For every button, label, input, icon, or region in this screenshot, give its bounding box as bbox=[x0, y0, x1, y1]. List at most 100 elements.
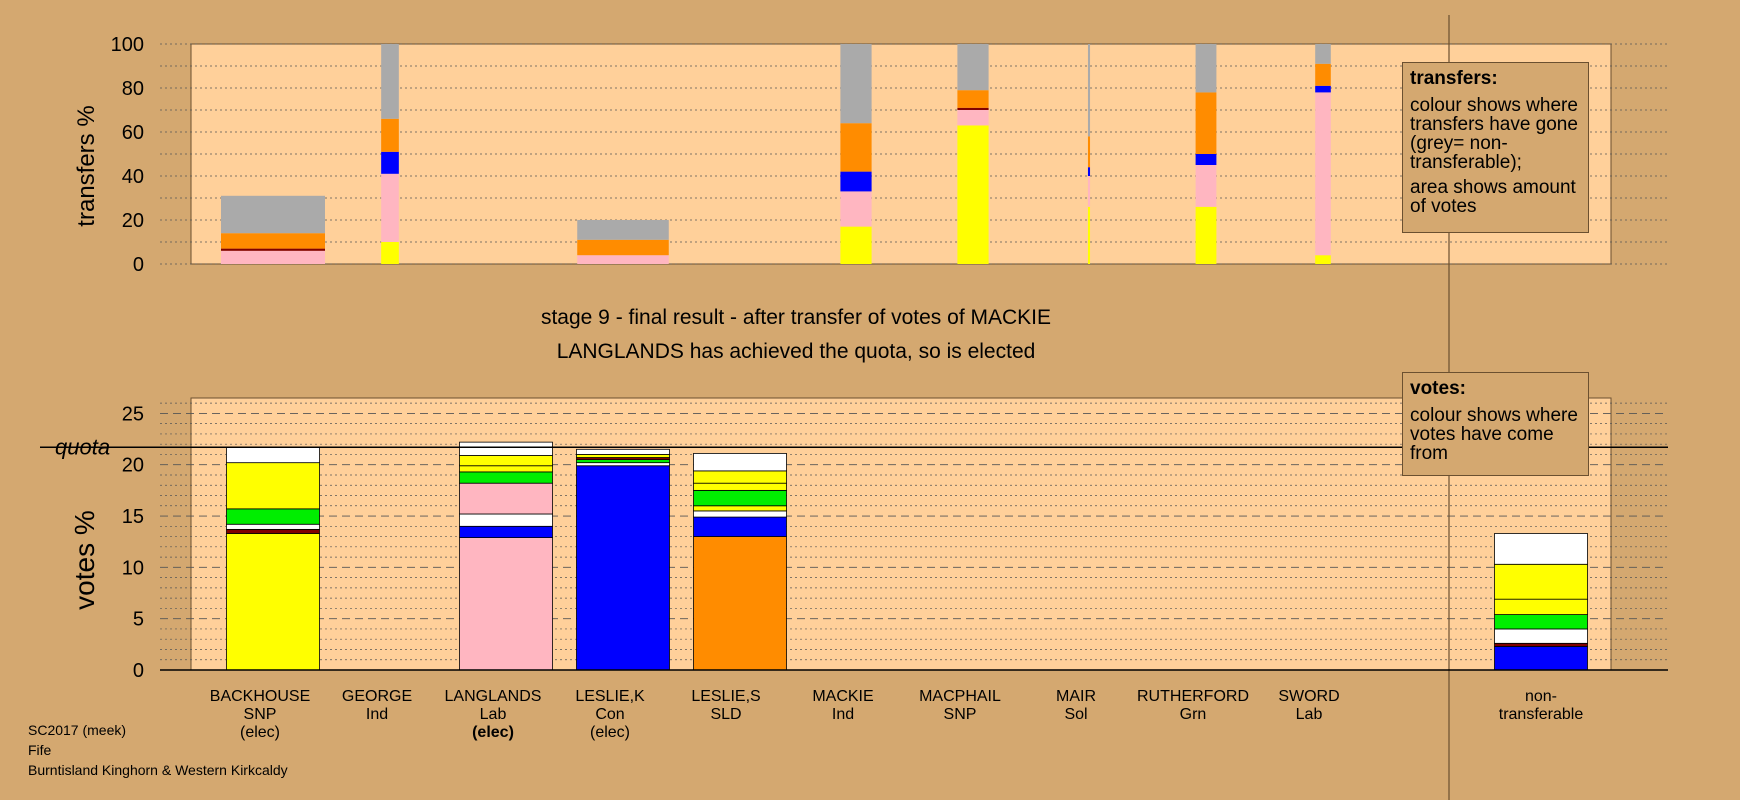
candidate-party: SNP bbox=[943, 706, 977, 723]
top-y-tick-label: 60 bbox=[122, 122, 144, 144]
candidate-party: Con bbox=[595, 706, 625, 723]
vote-segment bbox=[576, 465, 670, 671]
transfer-segment bbox=[221, 248, 325, 251]
transfer-segment bbox=[1195, 154, 1217, 165]
transfer-segment bbox=[1195, 44, 1217, 93]
candidate-label-non-transferable: non- transferable bbox=[1471, 688, 1611, 724]
transfer-segment bbox=[577, 220, 669, 240]
transfer-segment bbox=[577, 239, 669, 256]
candidate-name: MAIR bbox=[1056, 688, 1096, 705]
candidate-party: Lab bbox=[1295, 706, 1323, 723]
vote-segment bbox=[459, 537, 553, 671]
transfer-segment bbox=[957, 90, 989, 108]
transfer-segment bbox=[221, 250, 325, 264]
vote-segment bbox=[693, 482, 787, 491]
vote-segment bbox=[576, 448, 670, 455]
vote-segment bbox=[1494, 614, 1588, 630]
transfer-segment bbox=[1315, 85, 1331, 93]
candidate-name: RUTHERFORD bbox=[1137, 688, 1249, 705]
transfer-segment bbox=[957, 110, 989, 126]
vote-segment bbox=[576, 454, 670, 458]
top-y-tick-label: 100 bbox=[111, 34, 144, 56]
transfer-segment bbox=[1195, 165, 1217, 207]
top-y-axis-label: transfers % bbox=[73, 105, 100, 226]
candidate-party: SNP bbox=[243, 706, 277, 723]
bottom-plot-area bbox=[190, 397, 1612, 671]
candidate-status: (elec) bbox=[239, 724, 280, 741]
vote-segment bbox=[576, 459, 670, 464]
transfer-segment bbox=[221, 195, 325, 234]
top-y-tick-label: 80 bbox=[122, 78, 144, 100]
transfer-segment bbox=[381, 151, 399, 174]
candidate-label-mackie: MACKIE Ind bbox=[773, 688, 913, 724]
vote-segment bbox=[693, 470, 787, 484]
vote-segment bbox=[459, 482, 553, 515]
vote-segment bbox=[459, 525, 553, 538]
votes-legend-line-1: colour shows where votes have come from bbox=[1410, 405, 1578, 464]
transfer-segment bbox=[840, 226, 872, 264]
vote-segment bbox=[226, 462, 320, 510]
headline-result: LANGLANDS has achieved the quota, so is … bbox=[556, 340, 1036, 363]
top-y-ticks: 0 20 40 60 80 100 bbox=[111, 34, 144, 276]
transfer-segment bbox=[381, 173, 399, 242]
candidate-party: Grn bbox=[1179, 706, 1207, 723]
candidate-name: BACKHOUSE bbox=[209, 688, 311, 705]
vote-segment bbox=[1494, 533, 1588, 565]
vote-segment bbox=[693, 510, 787, 518]
candidate-party: SLD bbox=[710, 706, 742, 723]
transfers-legend-line-2: area shows amount of votes bbox=[1410, 177, 1576, 217]
candidate-party: Ind bbox=[365, 706, 389, 723]
candidate-label-rutherford: RUTHERFORD Grn bbox=[1123, 688, 1263, 724]
vote-segment bbox=[693, 453, 787, 472]
transfer-bars bbox=[221, 44, 1331, 265]
votes-legend: votes: colour shows where votes have com… bbox=[1402, 372, 1589, 476]
transfer-segment bbox=[957, 107, 989, 110]
bottom-y-tick-label: 0 bbox=[133, 660, 144, 682]
candidate-name: GEORGE bbox=[341, 688, 413, 705]
vote-segment bbox=[226, 528, 320, 534]
candidate-label-macphail: MACPHAIL SNP bbox=[890, 688, 1030, 724]
transfer-segment bbox=[1315, 92, 1331, 256]
transfer-segment bbox=[1315, 63, 1331, 86]
candidate-status: (elec) bbox=[472, 724, 514, 741]
candidate-status: (elec) bbox=[589, 724, 630, 741]
nontransferable-line-1: non- bbox=[1524, 688, 1558, 705]
vote-bars bbox=[226, 441, 1588, 671]
transfers-legend: transfers: colour shows where transfers … bbox=[1402, 62, 1589, 233]
candidate-party: Lab bbox=[479, 706, 507, 723]
candidate-name: LANGLANDS bbox=[444, 688, 542, 705]
top-y-tick-label: 20 bbox=[122, 210, 144, 232]
quota-label: quota bbox=[55, 434, 110, 459]
transfer-segment bbox=[381, 118, 399, 152]
vote-segment bbox=[1494, 563, 1588, 600]
transfers-legend-line-1: colour shows where transfers have gone (… bbox=[1410, 95, 1578, 173]
transfer-segment bbox=[840, 191, 872, 227]
vote-segment bbox=[693, 505, 787, 512]
candidate-party: Sol bbox=[1064, 706, 1088, 723]
vote-segment bbox=[459, 441, 553, 456]
bottom-y-tick-label: 25 bbox=[122, 403, 144, 425]
transfer-segment bbox=[1195, 92, 1217, 154]
bottom-y-tick-label: 20 bbox=[122, 455, 144, 477]
vote-segment bbox=[226, 533, 320, 671]
footer-council: Fife bbox=[28, 742, 52, 758]
candidate-name: LESLIE,K bbox=[575, 688, 645, 705]
vote-segment bbox=[459, 513, 553, 527]
vote-segment bbox=[693, 489, 787, 507]
candidate-name: MACPHAIL bbox=[919, 688, 1001, 705]
candidate-label-sword: SWORD Lab bbox=[1239, 688, 1379, 724]
transfer-segment bbox=[1315, 44, 1331, 64]
vote-segment bbox=[1494, 642, 1588, 647]
votes-legend-title: votes: bbox=[1410, 378, 1466, 399]
transfer-segment bbox=[1087, 176, 1091, 207]
top-y-tick-label: 40 bbox=[122, 166, 144, 188]
bottom-y-tick-label: 5 bbox=[133, 609, 144, 631]
transfer-segment bbox=[1087, 206, 1091, 264]
transfer-segment bbox=[577, 255, 669, 264]
candidate-label-leslie-s: LESLIE,S SLD bbox=[656, 688, 796, 724]
vote-segment bbox=[1494, 628, 1588, 644]
bottom-y-axis-label: votes % bbox=[69, 510, 100, 610]
bottom-y-ticks: 0 5 10 15 20 25 bbox=[122, 403, 144, 682]
transfer-segment bbox=[957, 125, 989, 265]
transfer-segment bbox=[381, 44, 399, 119]
